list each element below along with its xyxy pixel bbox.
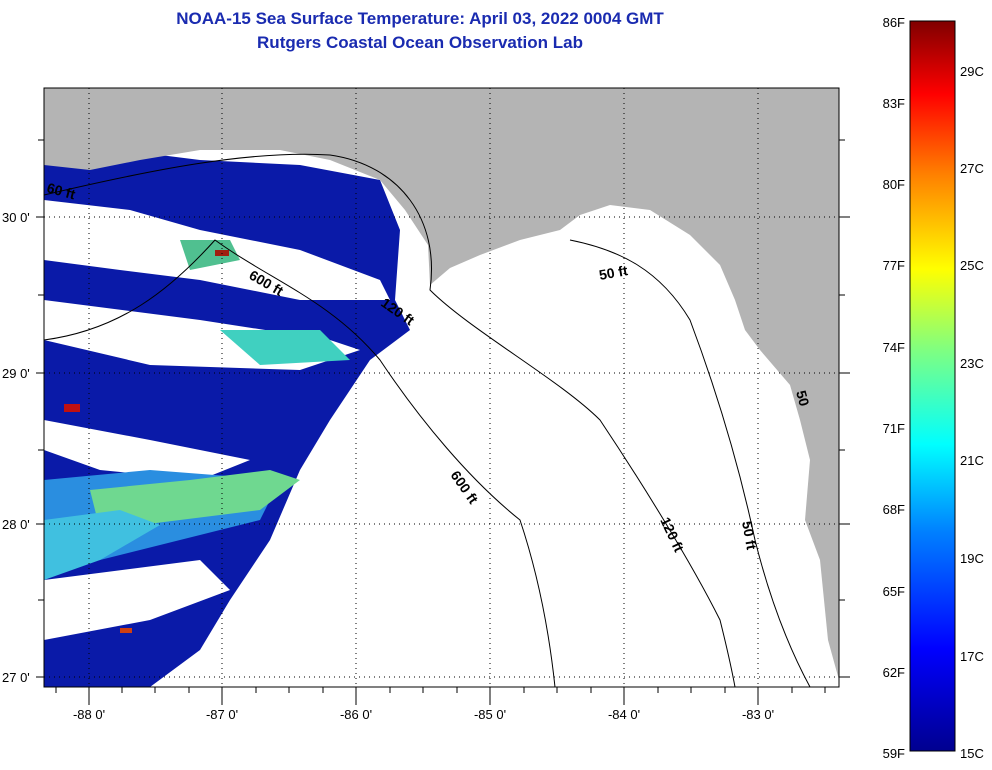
contour-600ft [44,239,556,687]
colorbar-label-f: 86F [883,15,905,30]
lat-label: 28 0' [2,517,30,532]
colorbar-label-c: 15C [960,746,984,761]
colorbar-label-f: 80F [883,177,905,192]
lon-label: -87 0' [206,707,238,722]
colorbar-label-f: 68F [883,502,905,517]
contour-50ft [569,239,811,687]
colorbar-label-c: 19C [960,551,984,566]
colorbar [909,20,956,752]
depth-contours [44,153,811,687]
lon-label: -88 0' [73,707,105,722]
lat-label: 27 0' [2,670,30,685]
colorbar-c-labels: 29C 27C 25C 23C 21C 19C 17C 15C [960,64,984,761]
contour-label-50ft: 50 ft [598,262,629,283]
latitude-labels: 30 0' 29 0' 28 0' 27 0' [2,210,30,685]
colorbar-label-f: 71F [883,421,905,436]
land [44,88,839,680]
map-subtitle: Rutgers Coastal Ocean Observation Lab [257,33,583,52]
colorbar-label-c: 23C [960,356,984,371]
lon-label: -86 0' [340,707,372,722]
lon-label: -84 0' [608,707,640,722]
colorbar-label-c: 29C [960,64,984,79]
colorbar-label-f: 74F [883,340,905,355]
map-title: NOAA-15 Sea Surface Temperature: April 0… [176,9,664,28]
contour-120ft [44,153,736,687]
axis-ticks [36,139,850,705]
colorbar-label-f: 62F [883,665,905,680]
colorbar-label-f: 65F [883,584,905,599]
lon-label: -85 0' [474,707,506,722]
lat-label: 30 0' [2,210,30,225]
sst-data-layer [44,110,410,687]
colorbar-label-f: 77F [883,258,905,273]
colorbar-label-c: 25C [960,258,984,273]
contour-label-50ft: 50 ft [739,520,760,551]
contour-label-50: 50 [793,389,813,408]
contour-label-60ft: 60 ft [45,179,77,202]
colorbar-f-labels: 86F 83F 80F 77F 74F 71F 68F 65F 62F 59F [883,15,905,761]
colorbar-label-c: 21C [960,453,984,468]
lat-label: 29 0' [2,366,30,381]
colorbar-label-f: 83F [883,96,905,111]
lon-label: -83 0' [742,707,774,722]
map-frame [43,87,840,688]
colorbar-label-c: 27C [960,161,984,176]
colorbar-label-f: 59F [883,746,905,761]
colorbar-label-c: 17C [960,649,984,664]
longitude-labels: -88 0' -87 0' -86 0' -85 0' -84 0' -83 0… [73,707,774,722]
